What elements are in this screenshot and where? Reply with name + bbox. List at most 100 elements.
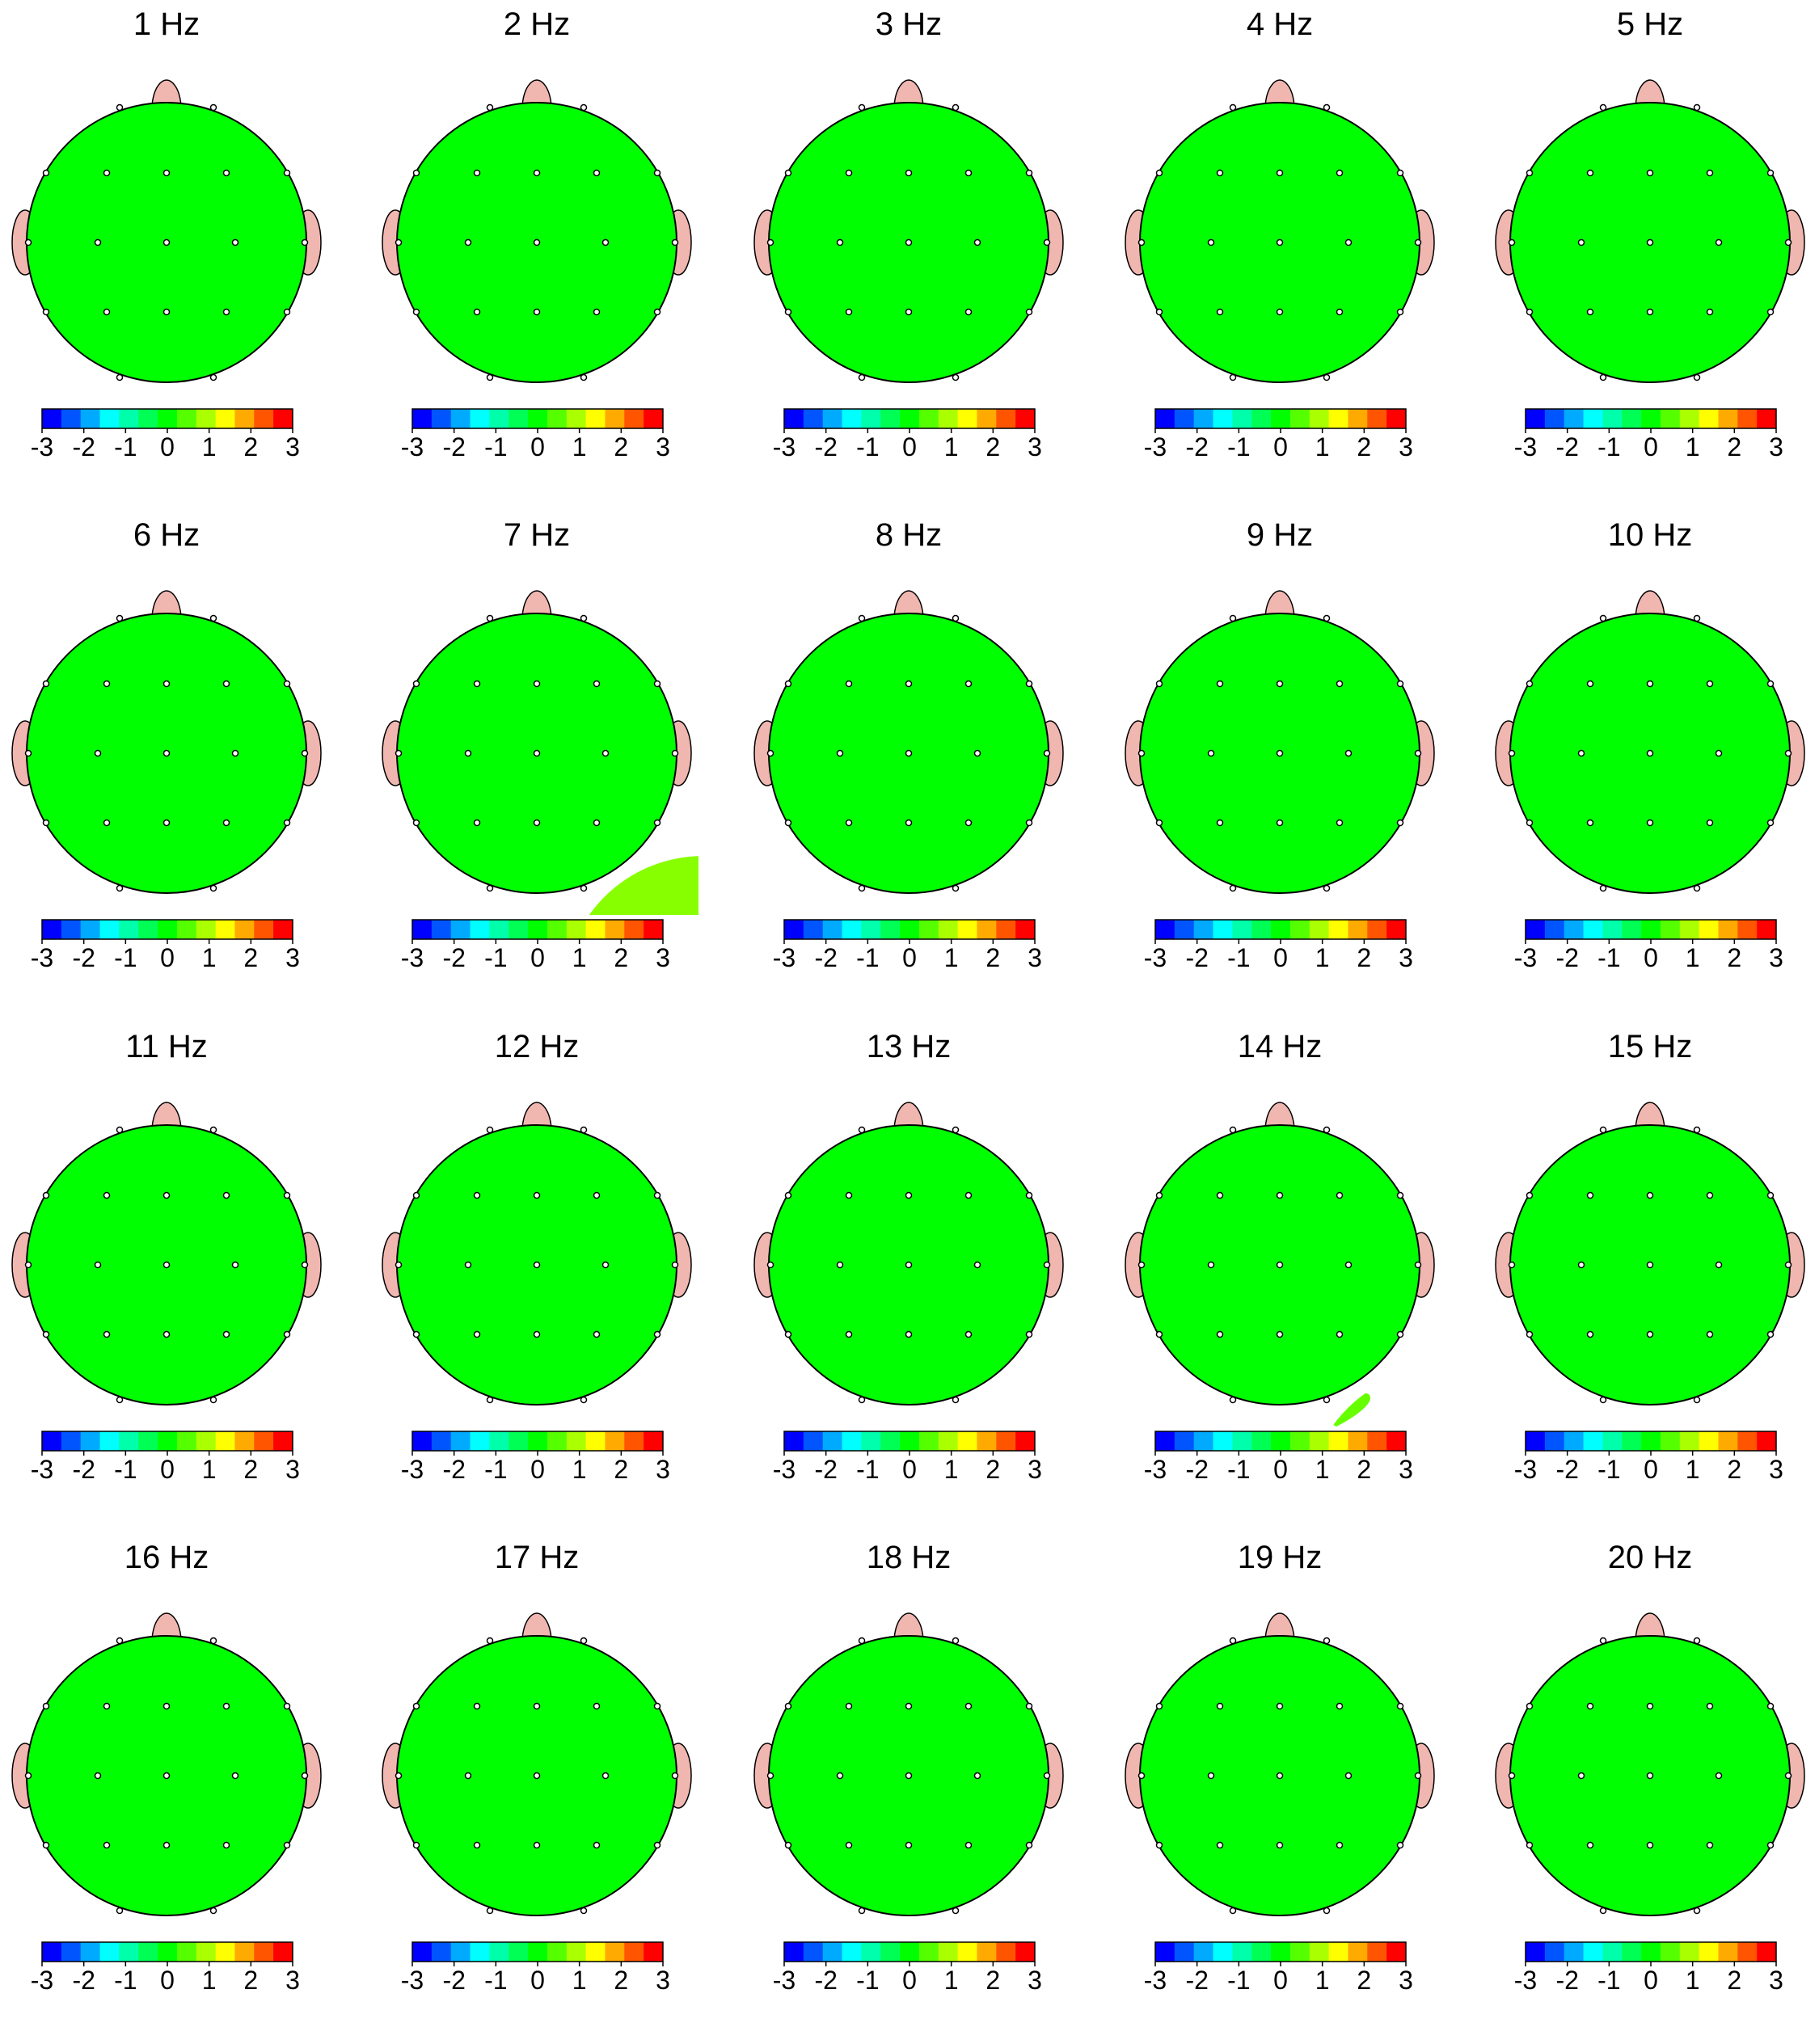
electrode: [162, 308, 171, 316]
colorbar-tick-label: 3: [1399, 943, 1413, 972]
colorbar-tick-label: -3: [1514, 1455, 1537, 1484]
colorbar-tick-label: 2: [985, 1966, 1000, 1995]
topomap-svg: -3 -2 -1 0 1 2 3: [753, 590, 1064, 972]
electrode: [1586, 819, 1594, 827]
colorbar-segment: [158, 409, 178, 428]
colorbar-tick-label: 2: [614, 432, 628, 461]
colorbar-segment: [234, 1942, 255, 1962]
colorbar-segment: [412, 920, 433, 939]
electrode: [473, 308, 481, 316]
nose: [893, 590, 924, 617]
colorbar-segment: [1718, 409, 1738, 428]
colorbar-tick-label: -2: [72, 1966, 95, 1995]
electrode: [1155, 308, 1163, 316]
electrode: [533, 238, 541, 247]
colorbar-segment: [1737, 920, 1758, 939]
electrode: [952, 884, 960, 892]
colorbar-tick-label: -2: [1185, 1455, 1208, 1484]
electrode: [222, 1841, 230, 1849]
colorbar-segment: [528, 1942, 548, 1962]
colorbar-segment: [1602, 1431, 1623, 1451]
panel-title: 14 Hz: [1237, 1029, 1323, 1064]
colorbar-segment: [900, 920, 920, 939]
topomap-svg: -3 -2 -1 0 1 2 3: [1125, 590, 1435, 972]
colorbar-tick-label: 3: [1399, 1455, 1413, 1484]
electrode: [905, 680, 913, 688]
electrode: [1137, 238, 1146, 247]
colorbar-segment: [900, 1431, 920, 1451]
colorbar-segment: [624, 920, 644, 939]
colorbar-segment: [138, 409, 158, 428]
electrode: [1508, 238, 1516, 247]
colorbar-segment: [1328, 920, 1348, 939]
colorbar-tick-label: -1: [1597, 1455, 1620, 1484]
electrode: [1508, 1261, 1516, 1269]
nose: [1635, 1102, 1665, 1129]
colorbar-segment: [1155, 920, 1175, 939]
colorbar-segment: [900, 1942, 920, 1962]
colorbar-segment: [880, 409, 901, 428]
electrode: [593, 169, 601, 177]
electrode: [533, 819, 541, 827]
colorbar-segment: [119, 1942, 139, 1962]
electrode: [42, 1702, 50, 1710]
colorbar-segment: [784, 1431, 804, 1451]
colorbar-segment: [1622, 920, 1642, 939]
colorbar-tick-label: 1: [1686, 432, 1700, 461]
electrode: [1706, 680, 1714, 688]
electrode: [905, 1702, 913, 1710]
electrode: [473, 819, 481, 827]
colorbar-tick-label: 2: [243, 943, 258, 972]
electrode: [1693, 614, 1701, 622]
electrode: [1323, 1126, 1331, 1134]
electrode: [1396, 1191, 1404, 1199]
colorbar-segment: [528, 1431, 548, 1451]
electrode: [116, 103, 124, 112]
colorbar-segment: [1309, 920, 1330, 939]
colorbar-tick-label: 1: [572, 1455, 587, 1484]
electrode: [580, 373, 588, 381]
colorbar-segment: [431, 920, 452, 939]
colorbar-tick-label: 2: [614, 943, 628, 972]
electrode: [1025, 169, 1033, 177]
colorbar-tick-label: 1: [1315, 432, 1330, 461]
colorbar-segment: [605, 409, 625, 428]
colorbar-segment: [42, 409, 62, 428]
electrode: [1715, 1261, 1723, 1269]
colorbar-tick-label: 1: [202, 1966, 217, 1995]
electrode: [1646, 308, 1654, 316]
colorbar-segment: [234, 409, 255, 428]
electrode: [395, 238, 403, 247]
colorbar-segment: [42, 920, 62, 939]
electrode: [1766, 1191, 1775, 1199]
electrode: [952, 1126, 960, 1134]
colorbar-segment: [918, 1431, 939, 1451]
colorbar-segment: [1679, 1942, 1700, 1962]
electrode: [1784, 1772, 1792, 1780]
colorbar-tick-label: -2: [1555, 432, 1578, 461]
colorbar-tick-label: -1: [1227, 1455, 1250, 1484]
colorbar-segment: [80, 409, 101, 428]
electrode: [1336, 169, 1344, 177]
electrode: [593, 680, 601, 688]
colorbar-tick-label: -1: [1227, 432, 1250, 461]
colorbar-tick-label: 0: [902, 1966, 917, 1995]
nose: [893, 1102, 924, 1129]
colorbar-tick-label: 1: [1686, 943, 1700, 972]
panel-title: 7 Hz: [503, 517, 571, 553]
electrode: [486, 884, 494, 892]
electrode: [1229, 103, 1237, 112]
electrode: [1137, 1261, 1146, 1269]
electrode: [1216, 1330, 1224, 1338]
colorbar-tick-label: 2: [1727, 432, 1741, 461]
electrode: [858, 884, 866, 892]
electrode: [1766, 1702, 1775, 1710]
colorbar-tick-label: 1: [572, 432, 587, 461]
colorbar-segment: [215, 1942, 235, 1962]
electrode: [103, 680, 111, 688]
colorbar-segment: [273, 1942, 293, 1962]
colorbar-segment: [412, 409, 433, 428]
electrode: [1599, 1637, 1607, 1645]
colorbar-segment: [61, 1431, 82, 1451]
colorbar-segment: [1367, 409, 1387, 428]
